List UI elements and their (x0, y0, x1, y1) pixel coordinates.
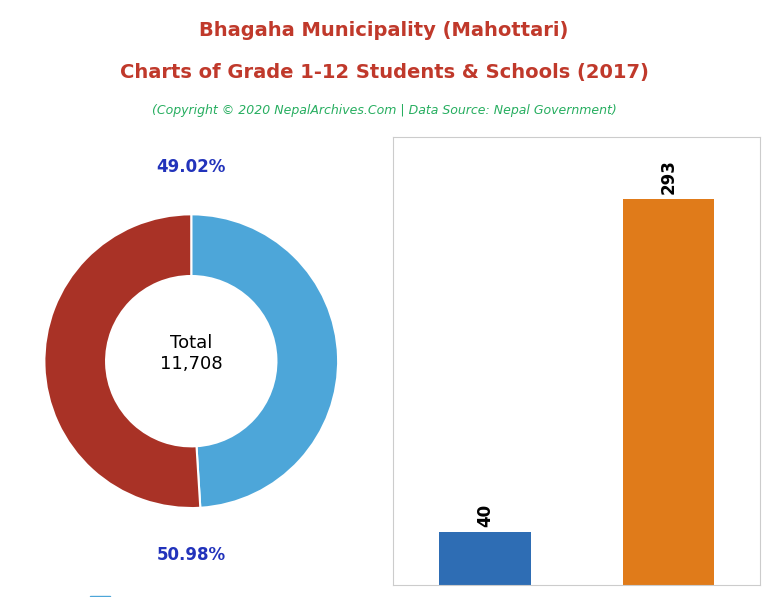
Text: 49.02%: 49.02% (157, 158, 226, 176)
Bar (623, 199, 714, 585)
Text: 40: 40 (476, 504, 494, 527)
Text: 50.98%: 50.98% (157, 546, 226, 564)
Text: Charts of Grade 1-12 Students & Schools (2017): Charts of Grade 1-12 Students & Schools … (120, 63, 648, 82)
Wedge shape (45, 214, 200, 508)
Text: (Copyright © 2020 NepalArchives.Com | Data Source: Nepal Government): (Copyright © 2020 NepalArchives.Com | Da… (151, 104, 617, 118)
Bar (439, 533, 531, 585)
Text: Bhagaha Municipality (Mahottari): Bhagaha Municipality (Mahottari) (200, 21, 568, 40)
Legend: Male Students (5,739), Female Students (5,969): Male Students (5,739), Female Students (… (84, 590, 298, 597)
Wedge shape (191, 214, 338, 508)
Text: Total
11,708: Total 11,708 (160, 334, 223, 373)
Text: 293: 293 (660, 159, 677, 194)
